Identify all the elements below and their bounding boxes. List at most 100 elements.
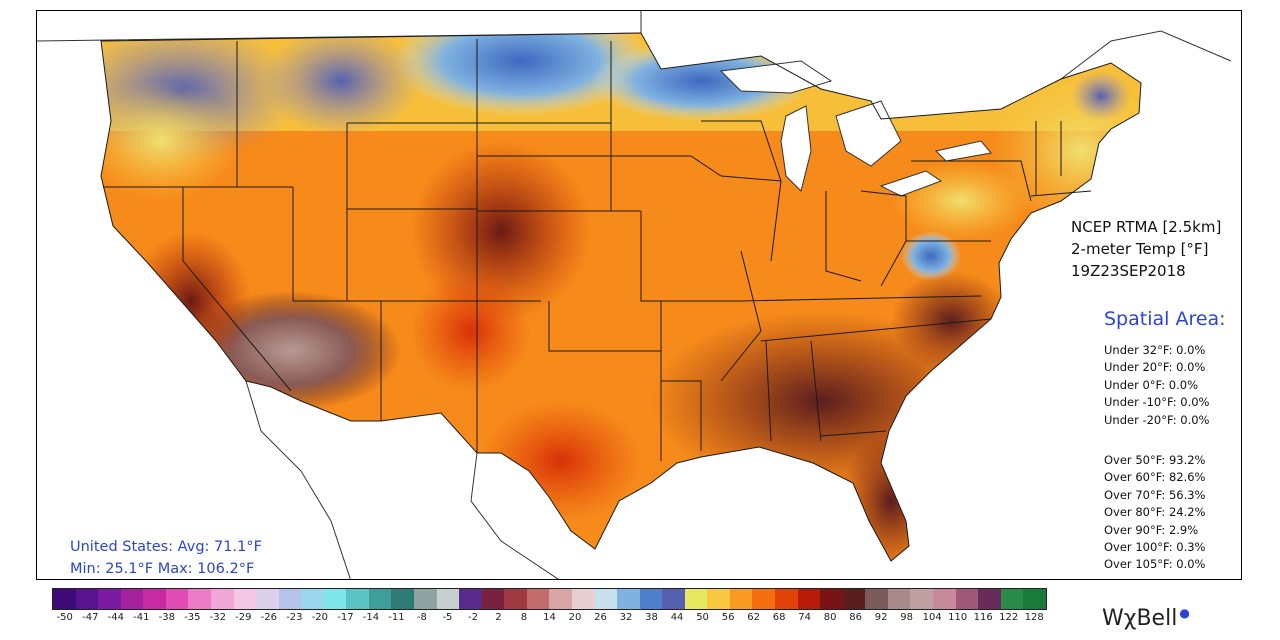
- under-stat: Under -20°F: 0.0%: [1104, 412, 1210, 427]
- colorbar-segment: [53, 589, 76, 609]
- colorbar-label: 62: [747, 612, 760, 623]
- colorbar-label: 56: [721, 612, 735, 623]
- colorbar-segment: [1023, 589, 1046, 609]
- colorbar-label: 128: [1024, 612, 1044, 623]
- colorbar-label: 14: [543, 612, 556, 623]
- colorbar-label: 86: [849, 612, 863, 623]
- colorbar-segment: [526, 589, 550, 609]
- over-stat: Over 50°F: 93.2%: [1104, 453, 1206, 467]
- colorbar-label: -2: [467, 612, 478, 623]
- colorbar-label: -29: [235, 612, 252, 623]
- colorbar-label: 122: [999, 612, 1019, 623]
- colorbar-segment: [346, 589, 369, 609]
- product-source: NCEP RTMA [2.5km]: [1071, 218, 1222, 236]
- colorbar-label: 26: [594, 612, 607, 623]
- colorbar-label: -5: [442, 612, 453, 623]
- colorbar-label: -32: [209, 612, 226, 623]
- colorbar-segment: [639, 589, 663, 609]
- colorbar-segment: [617, 589, 640, 609]
- colorbar-segment: [256, 589, 279, 609]
- colorbar-label: -8: [416, 612, 427, 623]
- over-stat: Over 105°F: 0.0%: [1104, 557, 1206, 572]
- under-stat: Under 32°F: 0.0%: [1104, 343, 1206, 357]
- brand-logo: WχBell ●: [1102, 606, 1190, 631]
- colorbar-segment: [323, 589, 347, 609]
- under-stats: Under 32°F: 0.0% Under 20°F: 0.0% Under …: [1104, 342, 1209, 429]
- colorbar-label: 44: [670, 612, 684, 623]
- under-stat: Under -10°F: 0.0%: [1104, 395, 1210, 410]
- colorbar-segment: [436, 589, 460, 609]
- colorbar-segment: [549, 589, 572, 609]
- over-stats: Over 50°F: 93.2% Over 60°F: 82.6% Over 7…: [1104, 452, 1205, 574]
- colorbar-segment: [978, 589, 1001, 609]
- colorbar-label: 116: [973, 612, 993, 623]
- colorbar-label: 74: [798, 612, 811, 623]
- map-frame: [36, 10, 1242, 580]
- colorbar-segment: [775, 589, 798, 609]
- colorbar-segment: [414, 589, 437, 609]
- colorbar-segment: [165, 589, 189, 609]
- colorbar-segment: [188, 589, 211, 609]
- colorbar-labels: -50 -47 -44 -41 -38 -35 -32 -29 -26 -23 -20 -17 -14 -…: [52, 612, 1047, 626]
- colorbar-label: 20: [568, 612, 582, 623]
- colorbar-segment: [210, 589, 234, 609]
- colorbar-label: -38: [158, 612, 175, 623]
- colorbar-label: -20: [311, 612, 329, 623]
- colorbar-label: -23: [286, 612, 303, 623]
- colorbar-segment: [1000, 589, 1024, 609]
- colorbar-segment: [481, 589, 505, 609]
- colorbar-label: -50: [56, 612, 73, 623]
- state-boundaries: [100, 32, 1142, 562]
- colorbar-label: 8: [520, 612, 528, 623]
- colorbar-label: -17: [337, 612, 354, 623]
- colorbar-segment: [842, 589, 866, 609]
- over-stat: Over 90°F: 2.9%: [1104, 522, 1199, 537]
- colorbar-label: 68: [772, 612, 786, 623]
- colorbar-label: -41: [133, 612, 150, 623]
- colorbar-segment: [143, 589, 166, 609]
- colorbar-segment: [571, 589, 595, 609]
- colorbar-segment: [707, 589, 730, 609]
- colorbar-segment: [233, 589, 257, 609]
- colorbar-segment: [504, 589, 527, 609]
- great-lakes: [719, 60, 992, 197]
- over-stat: Over 100°F: 0.3%: [1104, 540, 1206, 555]
- colorbar-segment: [459, 589, 482, 609]
- colorbar-label: -47: [82, 612, 99, 623]
- colorbar-label: -26: [260, 612, 278, 623]
- under-stat: Under 0°F: 0.0%: [1104, 377, 1198, 392]
- colorbar-segment: [865, 589, 888, 609]
- colorbar-segment: [278, 589, 302, 609]
- summary-min-max: Min: 25.1°F Max: 106.2°F: [70, 561, 255, 577]
- product-info: NCEP RTMA [2.5km] 2-meter Temp [°F] 19Z2…: [1071, 216, 1221, 282]
- summary-average: United States: Avg: 71.1°F: [70, 539, 262, 555]
- colorbar-label: -35: [184, 612, 201, 623]
- colorbar-label: 104: [922, 612, 942, 623]
- colorbar-segment: [820, 589, 843, 609]
- over-stat: Over 70°F: 56.3%: [1104, 487, 1206, 502]
- colorbar-label: 92: [874, 612, 888, 623]
- brand-name: WχBell: [1102, 606, 1178, 631]
- brand-dot-icon: ●: [1179, 606, 1190, 620]
- colorbar-label: 80: [823, 612, 837, 623]
- colorbar-segment: [752, 589, 775, 609]
- colorbar-label: -14: [362, 612, 380, 623]
- colorbar-segment: [391, 589, 414, 609]
- colorbar-segment: [301, 589, 324, 609]
- product-valid-time: 19Z23SEP2018: [1071, 262, 1186, 280]
- colorbar-segment: [662, 589, 685, 609]
- colorbar-label: -44: [107, 612, 124, 623]
- colorbar-segment: [120, 589, 144, 609]
- under-stat: Under 20°F: 0.0%: [1104, 360, 1206, 375]
- colorbar-segment: [368, 589, 392, 609]
- colorbar-segment: [887, 589, 911, 609]
- product-variable: 2-meter Temp [°F]: [1071, 240, 1209, 258]
- colorbar-label: 110: [948, 612, 968, 623]
- colorbar-label: 98: [900, 612, 914, 623]
- temperature-map: [37, 11, 1232, 579]
- over-stat: Over 80°F: 24.2%: [1104, 505, 1206, 520]
- colorbar-label: 2: [495, 612, 502, 623]
- colorbar-label: 38: [645, 612, 658, 623]
- colorbar-segment: [98, 589, 121, 609]
- colorbar: [52, 588, 1047, 610]
